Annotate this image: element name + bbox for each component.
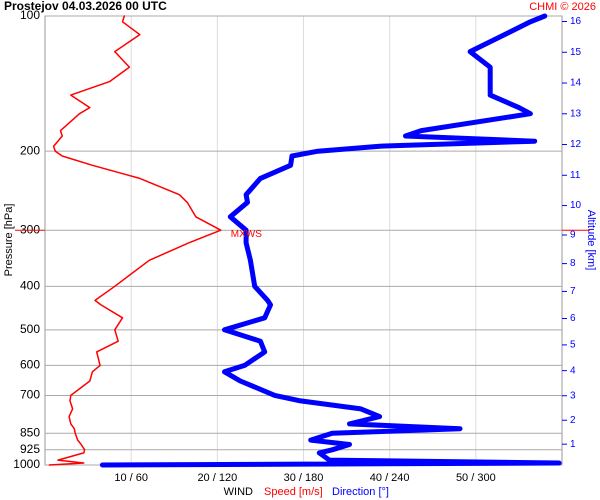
y2-tick-label: 16 [570,16,582,27]
x-axis-label-speed: Speed [m/s] [264,486,323,498]
y-tick-label: 925 [20,442,40,456]
y-tick-label: 100 [20,8,40,22]
y2-tick-label: 13 [570,108,582,119]
x-tick-label: 20 / 120 [197,472,237,484]
x-tick-label: 10 / 60 [114,472,148,484]
y2-tick-label: 7 [570,286,576,297]
y-tick-label: 700 [20,388,40,402]
y-tick-label: 400 [20,278,40,292]
y2-axis-label: Altitude [km] [585,210,597,271]
x-axis-label: WIND [224,486,253,498]
chart-title: Prostejov 04.03.2026 00 UTC [4,0,167,13]
y2-tick-label: 6 [570,313,576,324]
y2-tick-label: 12 [570,139,582,150]
y2-tick-label: 1 [570,439,576,450]
credit: CHMI © 2026 [529,1,596,13]
y2-tick-label: 5 [570,340,576,351]
y-tick-label: 1000 [13,457,40,471]
y2-tick-label: 9 [570,230,576,241]
y-tick-label: 200 [20,143,40,157]
y2-tick-label: 4 [570,365,576,376]
direction-line [99,13,562,468]
x-tick-label: 40 / 240 [370,472,410,484]
x-tick-label: 50 / 300 [456,472,496,484]
annotation: MXWS [231,229,262,240]
y-tick-label: 600 [20,358,40,372]
y2-tick-label: 15 [570,47,582,58]
y-tick-label: 500 [20,322,40,336]
y2-tick-label: 14 [570,78,582,89]
speed-line [48,15,222,466]
y2-tick-label: 8 [570,258,576,269]
y2-tick-label: 10 [570,200,582,211]
y-tick-label: 850 [20,425,40,439]
y2-tick-label: 11 [570,170,581,181]
x-tick-label: 30 / 180 [284,472,324,484]
y-tick-label: 300 [20,222,40,236]
x-axis-label-direction: Direction [°] [332,486,389,498]
y2-tick-label: 2 [570,415,576,426]
y-axis-label: Pressure [hPa] [3,204,15,277]
y2-tick-label: 3 [570,390,576,401]
